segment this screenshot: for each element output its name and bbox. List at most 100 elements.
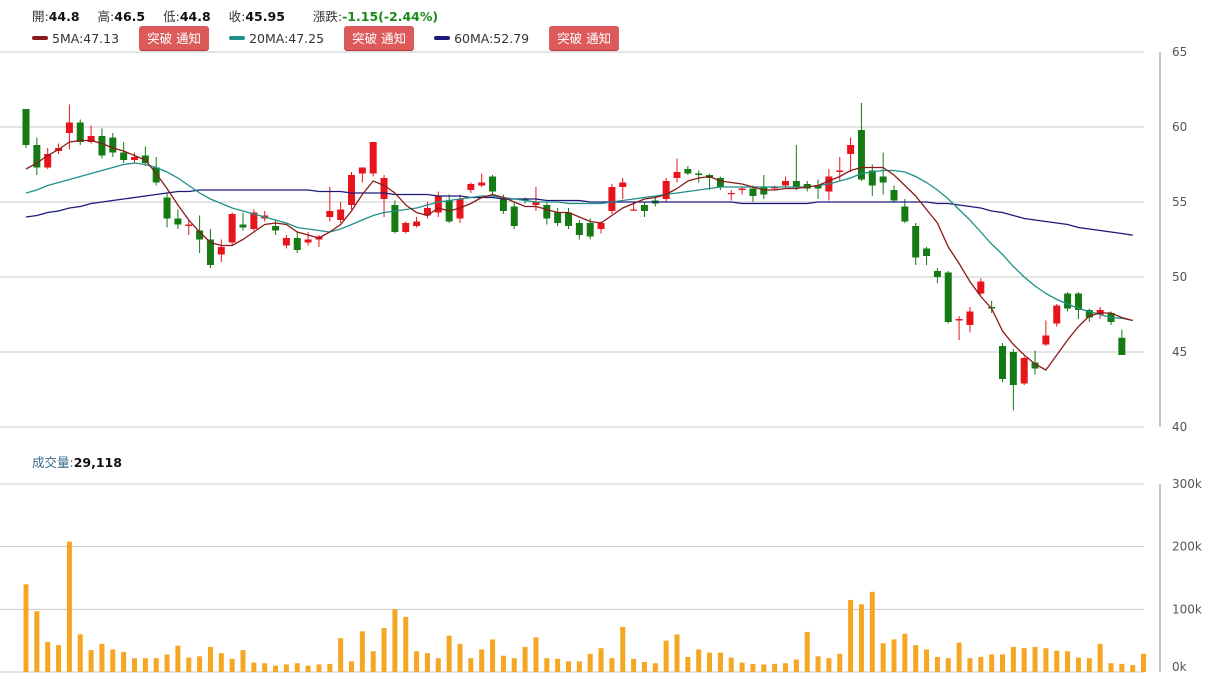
candle-body xyxy=(76,122,84,142)
volume-bar xyxy=(316,664,322,672)
volume-bar xyxy=(468,658,474,672)
candle-body xyxy=(87,136,95,142)
candle-body xyxy=(586,223,594,237)
volume-bar xyxy=(34,611,40,672)
ma60-label: 60MA:52.79 xyxy=(454,30,530,46)
ma5-label: 5MA:47.13 xyxy=(52,30,120,46)
candle-body xyxy=(239,224,247,228)
candle-body xyxy=(999,346,1006,379)
volume-bar xyxy=(153,658,159,672)
volume-tick-label: 200k xyxy=(1172,540,1202,554)
candle-body xyxy=(901,206,909,222)
candle-body xyxy=(413,221,421,226)
volume-bar xyxy=(609,658,615,672)
ma20-breakout-notify-button[interactable]: 突破 通知 xyxy=(344,26,415,50)
volume-bar xyxy=(66,541,72,672)
volume-bar xyxy=(110,649,116,672)
volume-bar xyxy=(1010,646,1016,672)
volume-bar xyxy=(837,653,843,672)
volume-bar xyxy=(989,654,995,672)
price-tick-label: 40 xyxy=(1172,420,1187,434)
volume-bar xyxy=(359,631,365,672)
volume-bar xyxy=(218,653,224,672)
volume-bar xyxy=(576,661,582,672)
candle-body xyxy=(597,223,605,229)
candle-body xyxy=(326,211,334,217)
volume-bar xyxy=(956,642,962,672)
volume-bar xyxy=(479,649,485,672)
candle-body xyxy=(782,181,789,186)
volume-bar xyxy=(1054,650,1060,672)
volume-bar xyxy=(1108,663,1114,672)
candle-body xyxy=(521,199,529,201)
candle-body xyxy=(619,182,627,187)
volume-tick-label: 0k xyxy=(1172,660,1187,674)
candle-body xyxy=(923,248,931,256)
volume-bar xyxy=(305,665,311,672)
volume-bar xyxy=(913,645,919,672)
ma60-breakout-notify-button[interactable]: 突破 通知 xyxy=(549,26,620,50)
ma5-breakout-notify-button[interactable]: 突破 通知 xyxy=(139,26,210,50)
axes: 65 60 55 50 45 40 300k 200k 100k 0k xyxy=(1159,45,1202,674)
ma20-label: 20MA:47.25 xyxy=(249,30,325,46)
volume-bar xyxy=(652,663,658,672)
volume-tick-label: 300k xyxy=(1172,477,1202,491)
candle-body xyxy=(1042,335,1050,345)
candlesticks xyxy=(22,103,1126,411)
candle-body xyxy=(217,247,225,255)
volume-bar xyxy=(197,656,203,672)
candle-body xyxy=(879,176,887,183)
volume-bar xyxy=(533,637,539,672)
candle-body xyxy=(22,109,30,145)
candle-body xyxy=(640,205,648,211)
candle-body xyxy=(98,136,106,156)
candle-body xyxy=(109,137,117,153)
volume-bar xyxy=(848,599,854,672)
candle-body xyxy=(348,175,355,205)
candle-body xyxy=(575,223,583,235)
candle-body xyxy=(944,272,952,322)
volume-bar xyxy=(924,649,930,672)
volume-bar xyxy=(891,639,897,672)
candle-body xyxy=(228,214,236,243)
volume-bar xyxy=(620,626,626,672)
volume-bar xyxy=(587,653,593,672)
volume-bar xyxy=(381,628,387,672)
volume-bar xyxy=(500,655,506,672)
candle-body xyxy=(630,209,638,211)
candle-body xyxy=(857,130,865,180)
candle-body xyxy=(174,218,182,225)
candle-body xyxy=(716,178,724,187)
volume-bar xyxy=(1043,648,1049,672)
volume-bar xyxy=(717,652,723,672)
candle-body xyxy=(1096,310,1104,315)
volume-bar xyxy=(598,648,604,672)
candle-body xyxy=(1020,358,1028,384)
price-tick-label: 45 xyxy=(1172,345,1187,359)
volume-bar xyxy=(338,638,344,672)
volume-bar xyxy=(783,663,788,672)
volume-bar xyxy=(186,657,192,672)
volume-bar xyxy=(967,658,973,672)
volume-bar xyxy=(175,645,181,672)
low-price: 低:44.8 xyxy=(163,9,211,24)
price-tick-label: 55 xyxy=(1172,195,1187,209)
candle-body xyxy=(206,239,214,265)
candle-body xyxy=(478,182,486,186)
volume-bar xyxy=(1000,654,1005,672)
candle-body xyxy=(1074,293,1082,310)
candle-body xyxy=(760,187,768,195)
high-price: 高:46.5 xyxy=(97,9,146,24)
volume-bar xyxy=(728,657,734,672)
candle-body xyxy=(120,152,128,160)
candle-body xyxy=(467,184,475,190)
candle-body xyxy=(456,199,464,219)
volume-bar xyxy=(251,662,257,672)
candle-body xyxy=(337,209,345,220)
volume-bar xyxy=(750,663,756,672)
volume-bar xyxy=(446,635,452,672)
candle-body xyxy=(673,172,681,178)
volume-bar xyxy=(23,584,29,672)
candle-body xyxy=(912,226,920,258)
candle-body xyxy=(814,185,822,189)
